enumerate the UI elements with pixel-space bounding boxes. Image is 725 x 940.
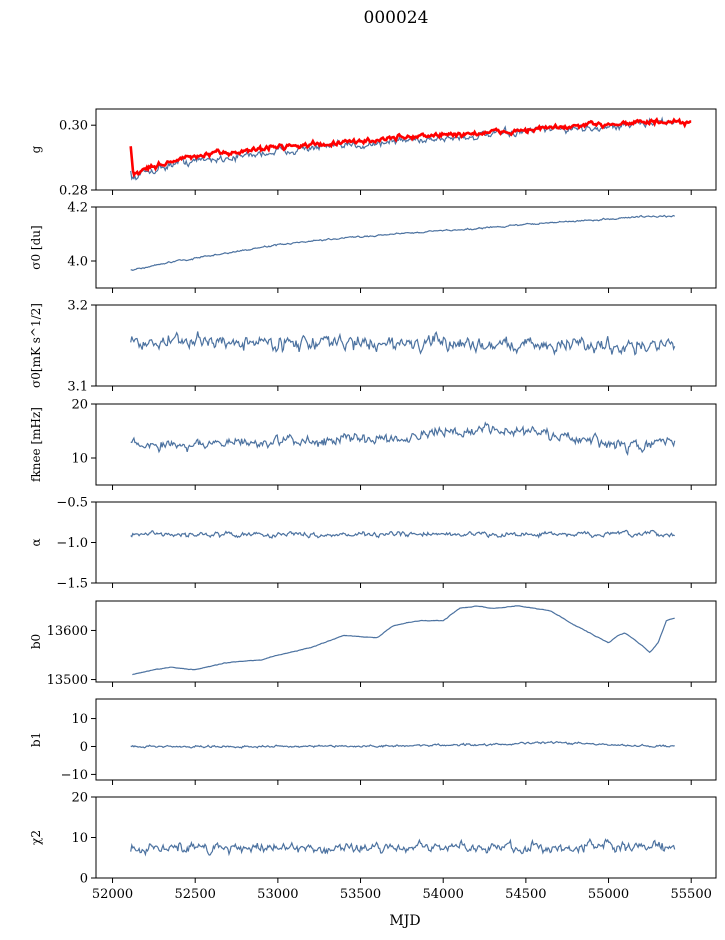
y-tick-label: 10 bbox=[71, 831, 88, 846]
plot-frame bbox=[95, 206, 717, 289]
y-axis-title: α bbox=[29, 538, 43, 546]
x-tick-label: 55000 bbox=[588, 887, 629, 902]
y-tick-label: 0 bbox=[80, 740, 88, 755]
y-axis-title: χ2 bbox=[29, 830, 43, 845]
series-g-1 bbox=[129, 117, 692, 178]
x-tick-label: 54500 bbox=[505, 887, 546, 902]
panel-chi2: 0 10 20 52000 52500 53000 53500 54000 54500 55000… bbox=[29, 791, 717, 902]
x-tick-label: 52000 bbox=[92, 887, 133, 902]
panel-sigma0_du: 4.0 4.2 σ0 [du] bbox=[29, 201, 717, 293]
panel-alpha: −1.5 −1.0 −0.5 α bbox=[29, 496, 717, 592]
x-axis-title: MJD bbox=[389, 913, 420, 929]
panel-fknee: 10 20 fknee [mHz] bbox=[29, 398, 717, 490]
figure-title: 000024 bbox=[364, 8, 429, 28]
series-sigma0_mk-0 bbox=[130, 331, 676, 356]
plot-frame bbox=[95, 600, 717, 683]
y-tick-label: 20 bbox=[71, 398, 88, 413]
y-axis-title: g bbox=[29, 145, 43, 153]
y-tick-label: −0.5 bbox=[56, 496, 88, 511]
panel-b0: 13500 13600 b0 bbox=[29, 600, 717, 688]
panel-g: 0.28 0.30 g bbox=[29, 108, 717, 199]
y-tick-label: 0 bbox=[80, 872, 88, 887]
x-tick-label: 53000 bbox=[257, 887, 298, 902]
series-sigma0_du-0 bbox=[130, 214, 676, 271]
y-tick-label: 3.1 bbox=[67, 380, 88, 395]
y-axis-title: b1 bbox=[29, 732, 43, 747]
y-tick-label: 13600 bbox=[47, 624, 88, 639]
y-tick-label: −10 bbox=[61, 768, 88, 783]
y-tick-label: 0.30 bbox=[59, 119, 88, 134]
y-axis-title: σ0 [du] bbox=[29, 225, 43, 269]
y-tick-label: 4.2 bbox=[67, 201, 88, 216]
panel-b1: −10 0 10 b1 bbox=[29, 698, 717, 785]
y-axis-title: σ0[mK s^1/2] bbox=[29, 303, 43, 388]
y-tick-label: 0.28 bbox=[59, 184, 88, 199]
y-axis-title: fknee [mHz] bbox=[29, 407, 43, 482]
series-b0-0 bbox=[132, 605, 675, 676]
plot-frame bbox=[95, 501, 717, 584]
y-tick-label: 10 bbox=[71, 452, 88, 467]
y-tick-label: −1.0 bbox=[56, 536, 88, 551]
plot-frame bbox=[95, 698, 717, 781]
y-tick-label: 4.0 bbox=[67, 255, 88, 270]
y-axis-title: b0 bbox=[29, 634, 43, 649]
series-alpha-0 bbox=[130, 529, 676, 540]
y-tick-label: 20 bbox=[71, 791, 88, 806]
series-fknee-0 bbox=[130, 421, 676, 457]
series-b1-0 bbox=[130, 740, 675, 749]
panel-sigma0_mk: 3.1 3.2 σ0[mK s^1/2] bbox=[29, 299, 717, 395]
x-tick-label: 55500 bbox=[671, 887, 712, 902]
panels-group: 0.28 0.30 g 4.0 4.2 σ0 [du] 3.1 3.2 σ0[mK s^1/2]… bbox=[29, 108, 717, 902]
y-tick-label: 3.2 bbox=[67, 299, 88, 314]
plot-frame bbox=[95, 108, 717, 191]
y-tick-label: 13500 bbox=[47, 673, 88, 688]
plot-frame bbox=[95, 403, 717, 486]
y-tick-label: −1.5 bbox=[56, 577, 88, 592]
y-tick-label: 10 bbox=[71, 712, 88, 727]
plot-frame bbox=[95, 304, 717, 387]
plot-frame bbox=[95, 796, 717, 879]
series-chi2-0 bbox=[130, 837, 676, 857]
series-g-0 bbox=[130, 116, 676, 181]
x-tick-label: 52500 bbox=[175, 887, 216, 902]
x-tick-label: 53500 bbox=[340, 887, 381, 902]
x-tick-label: 54000 bbox=[423, 887, 464, 902]
